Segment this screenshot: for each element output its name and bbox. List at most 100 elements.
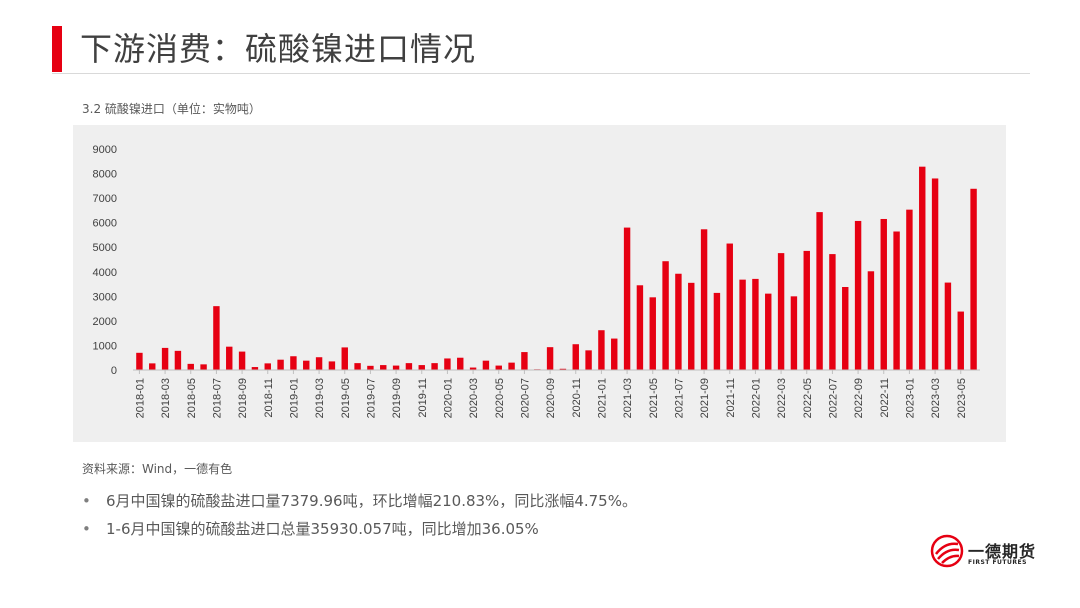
bar [816,212,823,370]
bar [854,220,862,370]
bar [174,350,182,370]
x-tick-label: 2019-07 [365,378,377,418]
y-tick-label: 8000 [93,169,117,181]
x-tick-label: 2022-01 [750,378,762,418]
bar [546,347,554,370]
bar [469,367,477,370]
bar [957,311,964,370]
page-title: 下游消费：硫酸镍进口情况 [80,30,477,68]
bullet-list: 6月中国镍的硫酸盐进口量7379.96吨，环比增幅210.83%，同比涨幅4.7… [82,487,637,543]
logo-name-en: FIRST FUTURES [968,559,1027,566]
bar [623,227,631,370]
title-accent-bar [52,26,62,72]
x-tick-label: 2019-11 [417,378,429,418]
bar [418,365,425,370]
bar [367,365,374,370]
x-tick-label: 2018-09 [237,378,249,418]
x-tick-label: 2019-09 [391,378,403,418]
bullet-item: 1-6月中国镍的硫酸盐进口总量35930.057吨，同比增加36.05% [82,515,637,543]
bar [559,368,567,370]
x-tick-label: 2020-03 [468,378,480,418]
bar [803,250,810,370]
bar [392,365,400,370]
x-tick-label: 2020-05 [494,378,506,418]
bar [161,347,169,370]
x-tick-label: 2019-05 [340,378,352,418]
title-divider [52,73,1030,74]
bar [238,351,246,370]
bar [264,363,271,370]
logo-name-cn: 一德期货 [968,542,1037,561]
bar [662,261,669,370]
bar [790,296,798,370]
x-tick-label: 2018-05 [186,378,198,418]
bar [726,243,733,370]
x-tick-label: 2021-01 [596,378,608,418]
bar [752,278,759,370]
bar [482,360,490,370]
bar [341,347,348,370]
source-note: 资料来源：Wind，一德有色 [82,462,233,476]
bar [893,231,900,370]
bar [713,292,721,370]
y-tick-label: 1000 [93,340,117,352]
bar [649,297,656,370]
x-tick-label: 2020-01 [442,378,454,418]
bar [508,362,515,370]
bar [931,178,939,370]
bar [700,229,708,370]
bar [290,356,297,370]
bar [200,364,207,370]
bar [829,254,836,370]
x-tick-label: 2022-03 [776,378,788,418]
y-tick-label: 6000 [93,218,117,230]
bar [598,330,605,370]
bar [431,363,438,370]
y-tick-label: 2000 [93,316,117,328]
bar [906,209,913,370]
bar [251,367,259,370]
chart-caption: 3.2 硫酸镍进口（单位：实物吨） [82,102,261,116]
x-tick-label: 2020-07 [519,378,531,418]
bar [572,344,579,370]
bar [213,306,220,370]
chart-panel: 0 1000 2000 3000 4000 5000 6000 7000 8000 9000 201… [73,125,1006,442]
x-tick-label: 2018-03 [160,378,172,418]
bar [277,359,284,370]
bar [880,218,887,370]
bar [688,282,695,370]
x-tick-label: 2018-01 [134,378,146,418]
x-tick-label: 2022-09 [853,378,865,418]
x-tick-label: 2023-03 [930,378,942,418]
x-tick-label: 2021-09 [699,378,711,418]
x-tick-label: 2022-07 [827,378,839,418]
bullet-item: 6月中国镍的硫酸盐进口量7379.96吨，环比增幅210.83%，同比涨幅4.7… [82,487,637,515]
bar [944,282,952,370]
x-tick-label: 2018-11 [263,378,275,418]
bar [136,352,143,370]
x-tick-label: 2021-07 [673,378,685,418]
bar [354,363,361,370]
bar [777,253,785,370]
x-tick-label: 2019-01 [288,378,300,418]
x-tick-label: 2021-03 [622,378,634,418]
bar [226,346,233,370]
x-tick-label: 2022-11 [879,378,891,418]
x-tick-label: 2022-05 [802,378,814,418]
bar-chart: 0 1000 2000 3000 4000 5000 6000 7000 8000 9000 201… [93,144,980,418]
x-tick-label: 2023-01 [904,378,916,418]
bar [842,287,849,370]
y-tick-label: 0 [111,365,117,377]
bar [521,352,528,370]
logo-emblem-icon [930,534,964,568]
y-tick-label: 7000 [93,193,117,205]
bar [919,166,926,370]
x-tick-label: 2021-05 [648,378,660,418]
bar [328,361,336,370]
company-logo: 一德期货 FIRST FUTURES [930,528,1040,574]
bar [585,350,592,370]
bar [149,363,156,370]
bar [444,358,451,370]
bar [495,365,502,370]
y-tick-label: 9000 [93,144,117,156]
